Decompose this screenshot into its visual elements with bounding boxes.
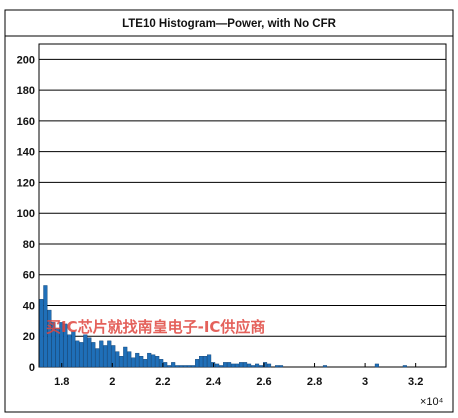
histogram-bar xyxy=(263,362,268,368)
y-tick-label: 60 xyxy=(23,270,35,282)
histogram-bar xyxy=(231,363,236,368)
histogram-bar xyxy=(71,331,76,368)
histogram-bar xyxy=(63,323,68,368)
histogram-bar xyxy=(39,299,44,368)
histogram-bar xyxy=(103,345,108,368)
histogram-bar xyxy=(131,357,136,368)
y-tick-label: 0 xyxy=(29,362,35,374)
histogram-bar xyxy=(115,351,120,368)
histogram-bar xyxy=(123,346,128,368)
histogram-bar xyxy=(111,345,116,368)
histogram-bar xyxy=(99,340,104,368)
y-tick-label: 100 xyxy=(17,208,35,220)
histogram-bar xyxy=(203,356,208,368)
histogram-bar xyxy=(278,365,284,368)
histogram-bar xyxy=(163,362,168,368)
histogram-bar xyxy=(127,351,132,368)
histogram-bar xyxy=(119,356,124,368)
histogram-bar xyxy=(147,352,152,368)
histogram-bar xyxy=(374,363,379,368)
histogram-bar xyxy=(155,356,160,368)
y-tick-label: 40 xyxy=(23,300,35,312)
x-tick-label: 2.6 xyxy=(256,376,271,388)
chart-title: LTE10 Histogram—Power, with No CFR xyxy=(122,18,337,30)
histogram-bar xyxy=(223,362,228,368)
x-tick-label: 3.2 xyxy=(408,376,423,388)
histogram-bar xyxy=(151,354,156,368)
histogram-bar xyxy=(207,354,212,368)
histogram-bar xyxy=(322,365,328,368)
histogram-bar xyxy=(83,334,88,368)
histogram-bar xyxy=(195,359,200,368)
histogram-bar xyxy=(255,363,260,368)
histogram-bar xyxy=(139,356,144,368)
histogram-bar xyxy=(243,362,248,368)
histogram-bar xyxy=(95,348,100,368)
histogram-bar xyxy=(247,363,252,368)
histogram-bar xyxy=(199,356,204,368)
x-tick-label: 1.8 xyxy=(54,376,69,388)
histogram-bar xyxy=(171,362,176,368)
y-tick-label: 200 xyxy=(17,54,35,66)
histogram-bar xyxy=(239,362,244,368)
plot-area xyxy=(38,43,447,368)
histogram-bar xyxy=(259,365,264,368)
histogram-bar xyxy=(67,334,72,368)
histogram-bar xyxy=(91,342,96,368)
histogram-bar xyxy=(187,365,192,368)
histogram-bar xyxy=(235,363,240,368)
histogram-bar xyxy=(227,362,232,368)
histogram-bar xyxy=(215,363,220,368)
histogram-bar xyxy=(167,365,172,368)
x-tick-label: 2.8 xyxy=(307,376,322,388)
histogram-bar xyxy=(43,285,48,368)
histogram-bar xyxy=(251,365,256,368)
histogram-bar xyxy=(274,365,280,368)
histogram-bar xyxy=(87,337,92,368)
histogram-bar xyxy=(47,309,52,368)
histogram-bar xyxy=(51,322,56,368)
x-tick-label: 2.4 xyxy=(206,376,222,388)
title-box xyxy=(4,9,454,37)
x-tick-labels: 1.8 2 2.2 2.4 2.6 2.8 3 3.2 xyxy=(54,363,423,388)
histogram-bar xyxy=(402,365,407,368)
histogram-bar xyxy=(175,365,180,368)
histogram-bar xyxy=(219,365,224,368)
histogram-bar xyxy=(191,365,196,368)
y-tick-labels: 0 20 40 60 80 100 120 140 160 180 200 xyxy=(17,54,35,374)
histogram-bar xyxy=(55,328,60,368)
grid-layer xyxy=(39,58,446,337)
histogram-bar xyxy=(143,359,148,368)
histogram-bar xyxy=(135,352,140,368)
x-tick-label: 3 xyxy=(362,376,368,388)
histogram-bar xyxy=(107,340,112,368)
y-tick-label: 20 xyxy=(23,331,35,343)
histogram-bar xyxy=(183,365,188,368)
histogram-bar xyxy=(266,363,272,368)
histogram-bar xyxy=(179,365,184,368)
y-tick-label: 80 xyxy=(23,239,35,251)
x-tick-label: 2.2 xyxy=(155,376,170,388)
y-tick-label: 160 xyxy=(17,116,35,128)
y-tick-label: 140 xyxy=(17,147,35,159)
histogram-bar xyxy=(79,342,84,368)
y-tick-label: 120 xyxy=(17,177,35,189)
x-multiplier-label: ×10⁴ xyxy=(420,396,444,408)
y-tick-label: 180 xyxy=(17,85,35,97)
x-tick-label: 2 xyxy=(109,376,115,388)
histogram-bar xyxy=(75,340,80,368)
watermark-text: 买IC芯片就找南皇电子-IC供应商 xyxy=(46,318,265,336)
